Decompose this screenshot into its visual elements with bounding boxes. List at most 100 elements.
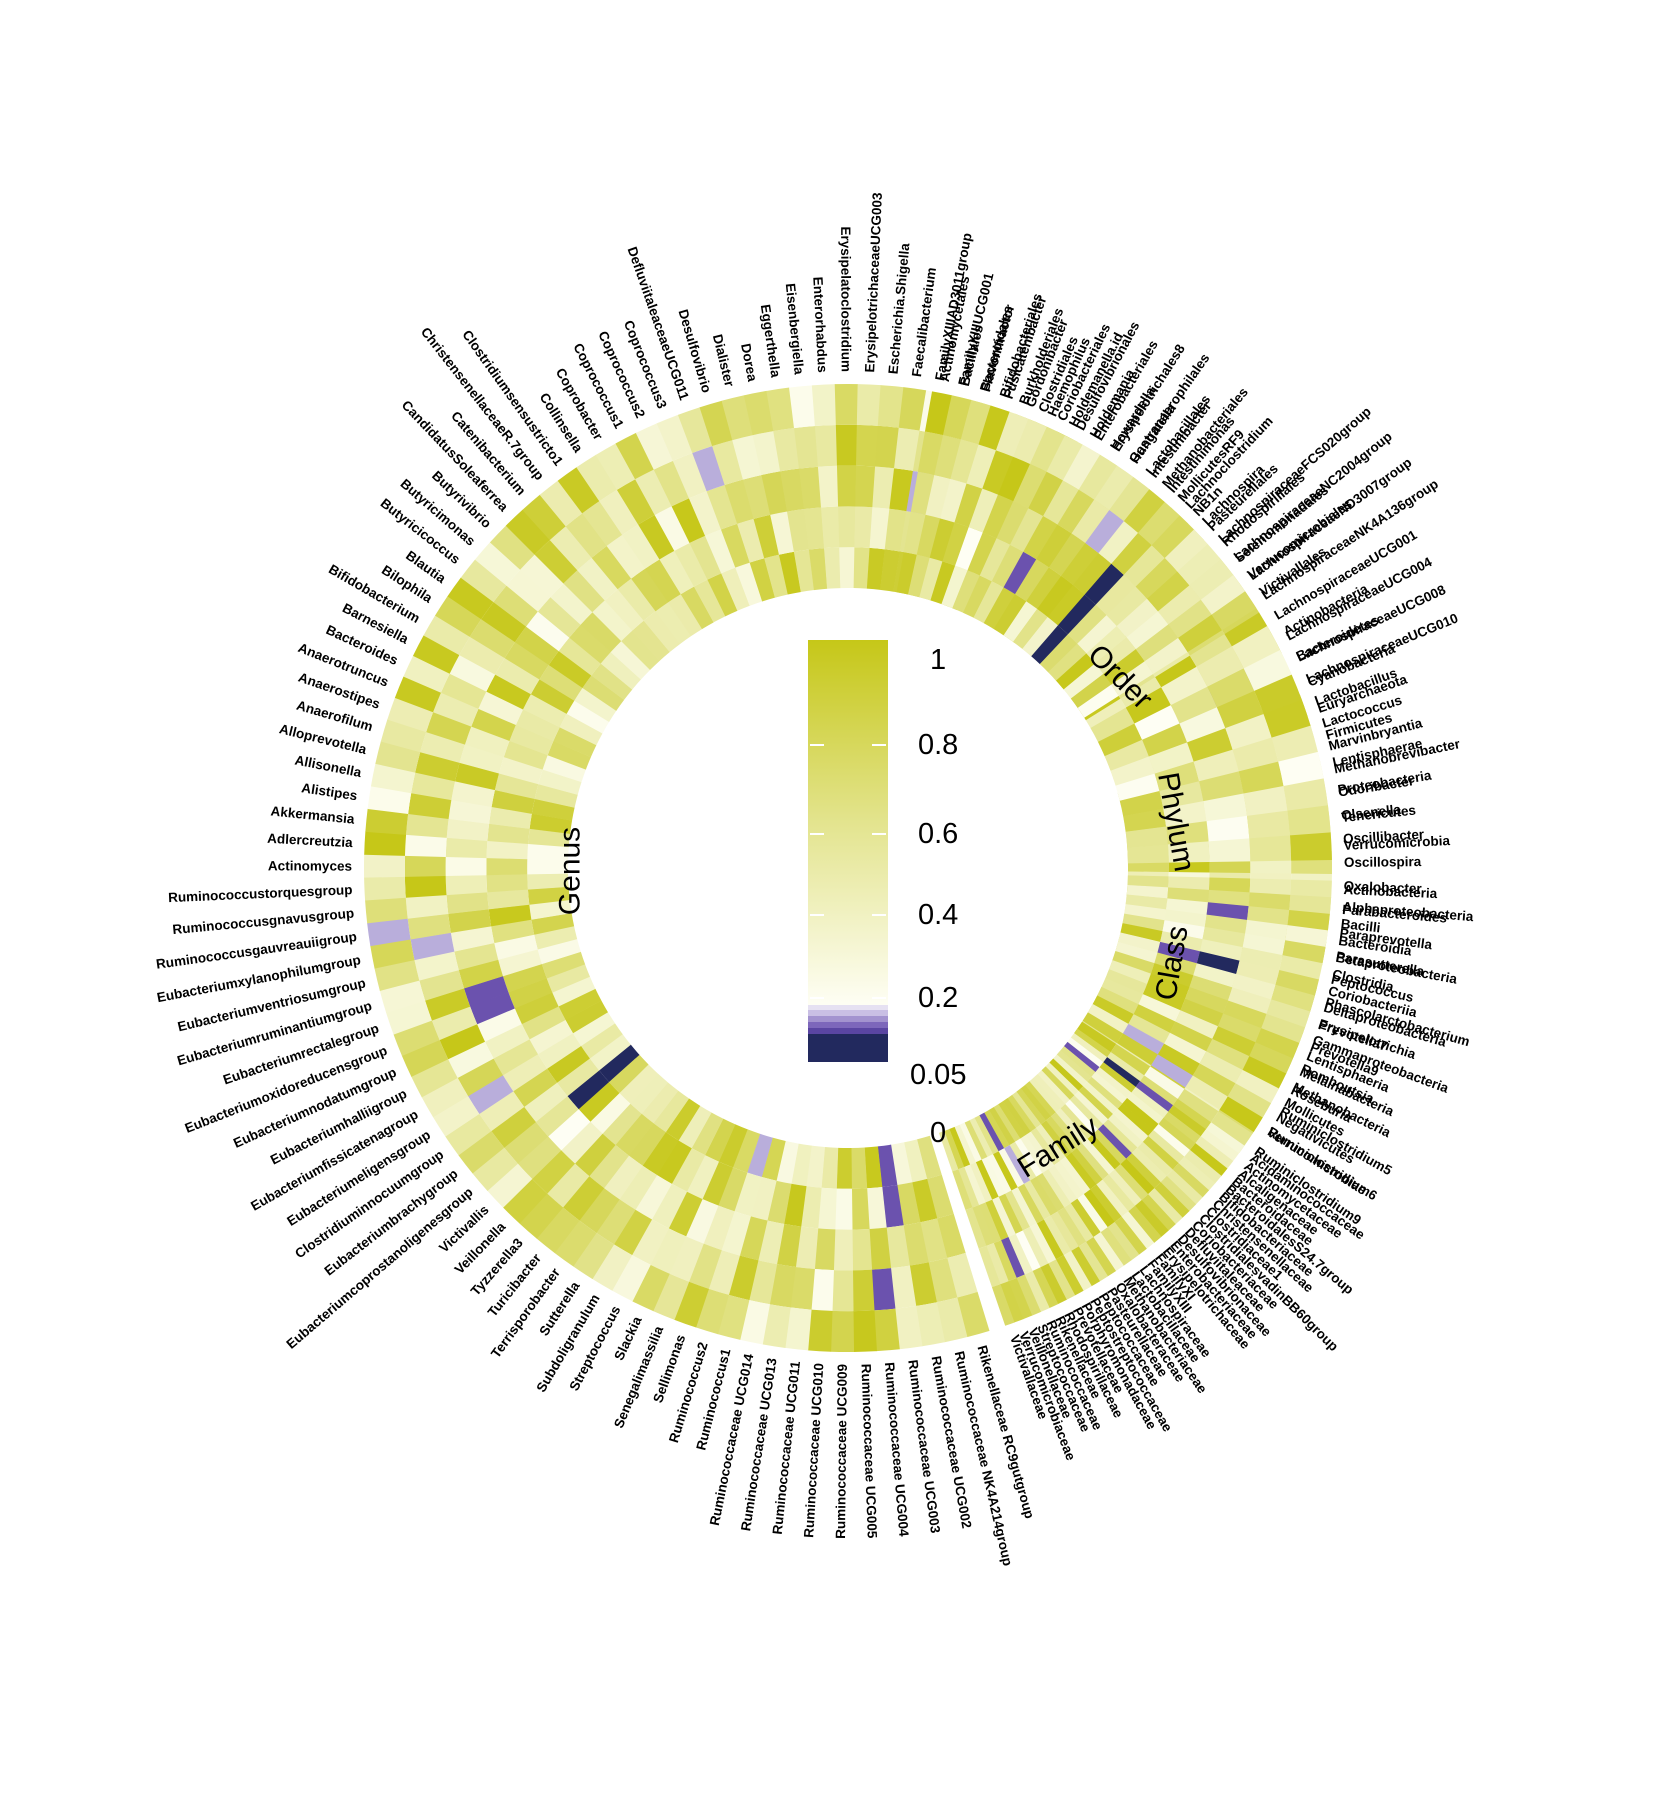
- heatmap-cell: [1033, 1074, 1066, 1109]
- heatmap-cell: [1003, 551, 1037, 595]
- heatmap-cell: [1010, 508, 1044, 552]
- heatmap-cell: [680, 586, 714, 630]
- heatmap-cell: [708, 1249, 740, 1295]
- heatmap-cell: [1003, 1145, 1031, 1185]
- heatmap-cell: [969, 1162, 993, 1203]
- heatmap-cell: [635, 423, 674, 470]
- heatmap-cell: [477, 1008, 522, 1042]
- heatmap-cell: [404, 855, 446, 877]
- heatmap-cell: [864, 1146, 883, 1189]
- heatmap-cell: [458, 959, 503, 989]
- heatmap-cell: [894, 427, 920, 471]
- heatmap-cell: [752, 431, 781, 476]
- heatmap-cell: [1196, 646, 1244, 688]
- heatmap-cell: [528, 828, 571, 848]
- heatmap-cell: [986, 1243, 1009, 1285]
- heatmap-cell: [1030, 1127, 1060, 1166]
- heatmap-cell: [909, 1262, 937, 1306]
- heatmap-cell: [1147, 571, 1190, 612]
- heatmap-cell: [993, 1240, 1017, 1282]
- heatmap-cell: [1057, 489, 1095, 534]
- heatmap-cell: [479, 1091, 525, 1132]
- taxon-label: Actinobacteria: [1343, 882, 1438, 901]
- legend-significance-band: [808, 1028, 888, 1034]
- heatmap-cell: [1092, 995, 1134, 1025]
- heatmap-cell: [1157, 1043, 1200, 1076]
- heatmap-cell: [1087, 1076, 1123, 1110]
- taxon-label: Bacilli: [1340, 916, 1381, 935]
- heatmap-cell: [1042, 1169, 1071, 1208]
- heatmap-cell: [410, 932, 455, 961]
- heatmap-cell: [830, 1310, 855, 1352]
- heatmap-cell: [761, 471, 788, 515]
- heatmap-cell: [1108, 960, 1151, 985]
- heatmap-cell: [619, 1064, 659, 1104]
- heatmap-cell: [1110, 756, 1155, 786]
- heatmap-cell: [934, 435, 962, 479]
- heatmap-cell: [1147, 1130, 1185, 1164]
- heatmap-cell: [1070, 673, 1112, 709]
- heatmap-cell: [563, 570, 605, 613]
- heatmap-cell: [968, 488, 999, 533]
- heatmap-cell: [925, 474, 951, 519]
- heatmap-cell: [814, 424, 838, 467]
- heatmap-cell: [1170, 686, 1218, 724]
- heatmap-cell: [1003, 601, 1038, 642]
- heatmap-cell: [478, 691, 524, 726]
- heatmap-cell: [1140, 1066, 1185, 1105]
- heatmap-cell: [1134, 705, 1180, 741]
- heatmap-cell: [469, 618, 516, 659]
- heatmap-cell: [486, 857, 528, 876]
- heatmap-cell: [1115, 941, 1158, 964]
- heatmap-cell: [776, 1140, 799, 1184]
- heatmap-cell: [1056, 653, 1096, 690]
- heatmap-cell: [553, 727, 597, 758]
- heatmap-cell: [367, 918, 411, 947]
- heatmap-cell: [1185, 987, 1228, 1014]
- taxon-label: Verrucomicrobia: [1343, 833, 1451, 853]
- heatmap-cell: [503, 740, 548, 770]
- heatmap-cell: [495, 657, 540, 695]
- heatmap-cell: [747, 1133, 773, 1178]
- heatmap-cell: [737, 518, 765, 563]
- taxon-label: Olsenella: [1340, 802, 1402, 823]
- heatmap-cell: [1120, 677, 1164, 713]
- heatmap-cell: [817, 1187, 837, 1230]
- heatmap-cell: [838, 506, 856, 548]
- taxon-label: Oxalobacter: [1343, 878, 1422, 896]
- heatmap-cell: [1114, 1216, 1147, 1255]
- heatmap-cell: [1036, 1219, 1064, 1260]
- heatmap-cell: [1179, 707, 1226, 743]
- heatmap-cell: [1040, 1120, 1072, 1157]
- heatmap-cell: [514, 992, 559, 1025]
- heatmap-cell: [998, 1193, 1023, 1234]
- taxon-label: Akkermansia: [270, 804, 356, 827]
- taxon-labels: Rikenellaceae RC9gutgroupRuminococcaceae…: [155, 192, 1474, 1568]
- heatmap-cell: [1219, 1096, 1263, 1132]
- heatmap-cell: [1125, 687, 1171, 724]
- heatmap-cell: [1203, 793, 1248, 822]
- heatmap-cell: [529, 1019, 574, 1055]
- taxon-label: Oscillibacter: [1343, 827, 1426, 847]
- heatmap-cell: [615, 432, 655, 480]
- heatmap-cell: [916, 1135, 942, 1179]
- heatmap-cell: [1178, 1156, 1216, 1191]
- heatmap-cell: [1015, 1230, 1041, 1272]
- legend-tick-label: 0: [930, 1117, 946, 1149]
- heatmap-cell: [718, 1167, 748, 1212]
- heatmap-cell: [1178, 614, 1222, 653]
- heatmap-cell: [621, 630, 660, 671]
- heatmap-cell: [917, 431, 944, 476]
- heatmap-cell: [1061, 542, 1099, 586]
- heatmap-cell: [579, 1187, 620, 1233]
- heatmap-cell: [386, 1000, 432, 1035]
- heatmap-cell: [1135, 624, 1179, 662]
- heatmap-cell: [1022, 1226, 1049, 1268]
- heatmap-cell: [702, 1161, 734, 1206]
- heatmap-cell: [440, 673, 487, 709]
- heatmap-cell: [562, 1176, 605, 1221]
- heatmap-cell: [445, 837, 488, 859]
- heatmap-cell: [470, 992, 515, 1025]
- heatmap-cell: [734, 1172, 762, 1217]
- heatmap-cell: [1122, 1098, 1159, 1131]
